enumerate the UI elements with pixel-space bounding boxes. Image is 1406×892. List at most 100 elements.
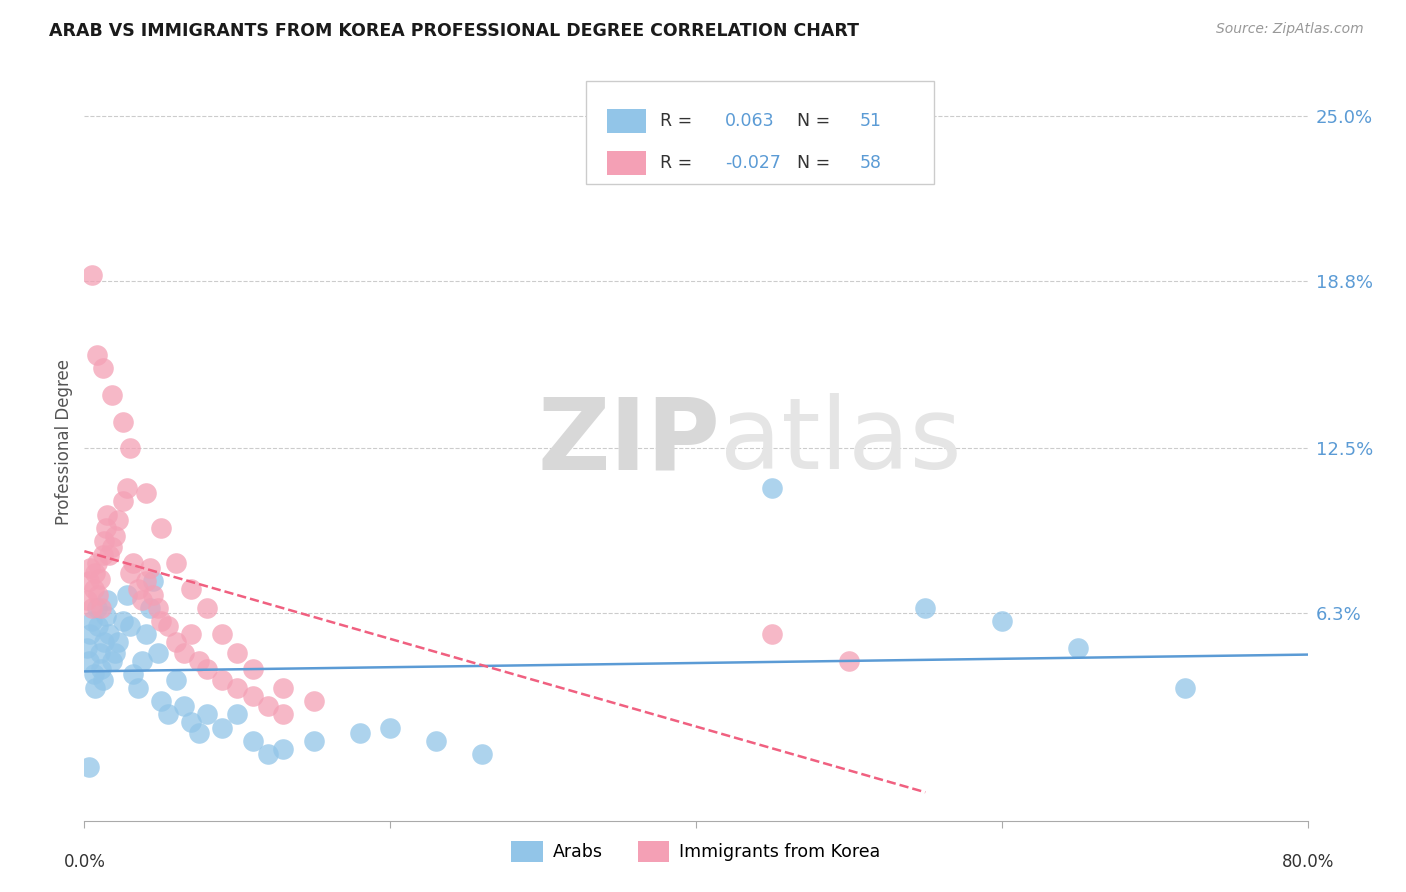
Point bbox=[195, 662, 218, 676]
Point bbox=[111, 614, 134, 628]
Point bbox=[142, 587, 165, 601]
Point bbox=[226, 646, 249, 660]
Point bbox=[94, 608, 117, 623]
Point bbox=[425, 734, 447, 748]
Point bbox=[380, 721, 402, 735]
Point bbox=[76, 640, 98, 655]
Point bbox=[226, 681, 249, 695]
FancyBboxPatch shape bbox=[586, 81, 935, 184]
Point bbox=[914, 600, 936, 615]
Point bbox=[180, 715, 202, 730]
Point bbox=[86, 600, 108, 615]
Point bbox=[89, 572, 111, 586]
Point bbox=[226, 707, 249, 722]
Point bbox=[91, 548, 114, 562]
Point bbox=[242, 689, 264, 703]
Point bbox=[131, 654, 153, 668]
Point bbox=[79, 561, 101, 575]
Point bbox=[127, 681, 149, 695]
Bar bbox=[606, 109, 645, 133]
Point bbox=[122, 667, 145, 681]
Point bbox=[761, 627, 783, 641]
Text: R =: R = bbox=[661, 112, 704, 130]
Point bbox=[1174, 681, 1197, 695]
Point bbox=[165, 673, 187, 687]
Point bbox=[173, 646, 195, 660]
Point bbox=[120, 619, 142, 633]
Y-axis label: Professional Degree: Professional Degree bbox=[55, 359, 73, 524]
Point bbox=[135, 486, 157, 500]
Point bbox=[115, 587, 138, 601]
Legend: Arabs, Immigrants from Korea: Arabs, Immigrants from Korea bbox=[505, 834, 887, 869]
Point bbox=[135, 574, 157, 589]
Text: 0.0%: 0.0% bbox=[63, 853, 105, 871]
Point bbox=[173, 699, 195, 714]
Point bbox=[149, 694, 172, 708]
Point bbox=[79, 627, 101, 641]
Text: N =: N = bbox=[786, 154, 837, 172]
Point bbox=[107, 635, 129, 649]
Point bbox=[120, 566, 142, 581]
Point bbox=[90, 600, 112, 615]
Point bbox=[120, 441, 142, 455]
Point bbox=[188, 726, 211, 740]
Point bbox=[257, 699, 280, 714]
Point bbox=[86, 556, 108, 570]
Point bbox=[93, 534, 115, 549]
Point bbox=[96, 592, 118, 607]
Point bbox=[139, 561, 162, 575]
Point bbox=[142, 574, 165, 589]
Point bbox=[84, 681, 107, 695]
Bar bbox=[606, 151, 645, 175]
Point bbox=[195, 600, 218, 615]
Point bbox=[89, 646, 111, 660]
Point bbox=[76, 592, 98, 607]
Point bbox=[165, 635, 187, 649]
Point bbox=[111, 415, 134, 429]
Point bbox=[180, 582, 202, 597]
Point bbox=[838, 654, 860, 668]
Text: -0.027: -0.027 bbox=[725, 154, 782, 172]
Point bbox=[157, 707, 180, 722]
Point bbox=[127, 582, 149, 597]
Point bbox=[80, 268, 103, 283]
Text: 80.0%: 80.0% bbox=[1281, 853, 1334, 871]
Text: Source: ZipAtlas.com: Source: ZipAtlas.com bbox=[1216, 22, 1364, 37]
Point bbox=[97, 627, 120, 641]
Point bbox=[211, 673, 233, 687]
Point bbox=[107, 513, 129, 527]
Point bbox=[97, 548, 120, 562]
Point bbox=[104, 646, 127, 660]
Point bbox=[195, 707, 218, 722]
Point bbox=[84, 566, 107, 581]
Point bbox=[87, 619, 110, 633]
Point bbox=[1067, 640, 1090, 655]
Point bbox=[302, 694, 325, 708]
Point bbox=[271, 681, 294, 695]
Point bbox=[122, 556, 145, 570]
Point bbox=[135, 627, 157, 641]
Point bbox=[242, 662, 264, 676]
Point bbox=[115, 481, 138, 495]
Point bbox=[91, 673, 114, 687]
Point bbox=[139, 600, 162, 615]
Point bbox=[77, 760, 100, 774]
Point bbox=[149, 614, 172, 628]
Text: R =: R = bbox=[661, 154, 699, 172]
Point bbox=[83, 582, 105, 597]
Point bbox=[146, 646, 169, 660]
Point bbox=[94, 521, 117, 535]
Point bbox=[149, 521, 172, 535]
Point bbox=[104, 529, 127, 543]
Point bbox=[86, 348, 108, 362]
Point bbox=[165, 556, 187, 570]
Point bbox=[80, 614, 103, 628]
Point bbox=[111, 494, 134, 508]
Point bbox=[471, 747, 494, 761]
Point bbox=[101, 388, 124, 402]
Point bbox=[90, 662, 112, 676]
Point bbox=[991, 614, 1014, 628]
Point bbox=[271, 707, 294, 722]
Point bbox=[242, 734, 264, 748]
Point bbox=[131, 592, 153, 607]
